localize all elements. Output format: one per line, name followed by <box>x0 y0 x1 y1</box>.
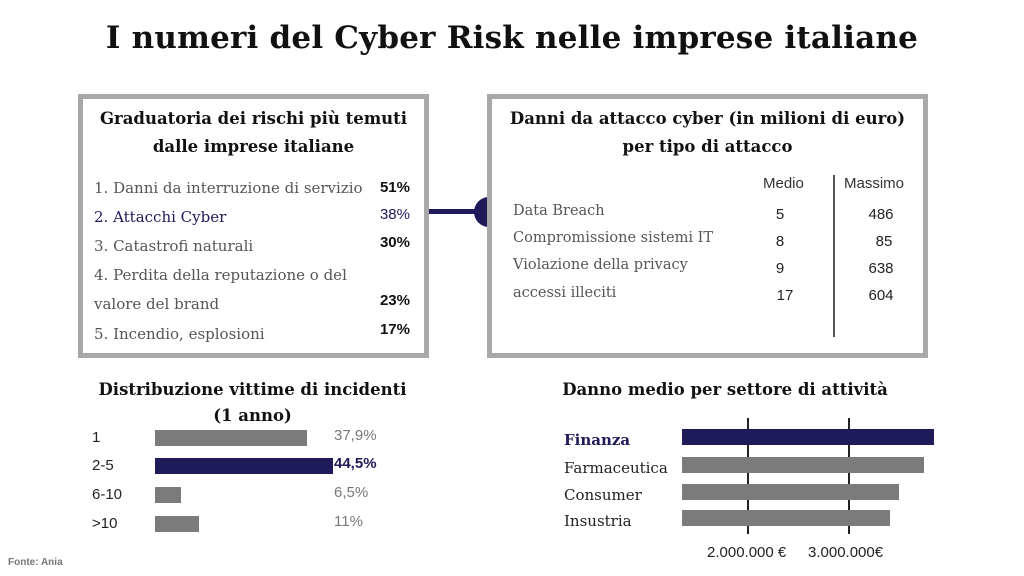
sector-category-label: Farmaceutica <box>564 459 668 477</box>
victims-chart-subtitle: (1 anno) <box>213 406 292 425</box>
damage-row-label: accessi illeciti <box>513 285 617 301</box>
sector-bar <box>682 457 924 473</box>
sector-category-label: Insustria <box>564 512 632 530</box>
ranking-pct-5: 17% <box>379 321 410 338</box>
sector-chart-title: Danno medio per settore di attività <box>562 380 888 399</box>
damage-row-label: Compromissione sistemi IT <box>513 230 714 246</box>
col-medio-header: Medio <box>763 175 804 192</box>
ranking-title-line1: Graduatoria dei rischi più temuti <box>99 109 408 128</box>
ranking-pct-1: 51% <box>379 179 410 196</box>
victims-category-label: 2-5 <box>92 457 114 474</box>
damage-row-massimo: 604 <box>868 287 894 304</box>
sector-category-label: Finanza <box>564 431 631 449</box>
ranking-pct-2: 38% <box>379 206 410 223</box>
ranking-pct-3: 30% <box>379 234 410 251</box>
damage-row-medio: 8 <box>775 233 785 250</box>
victims-category-label: >10 <box>92 515 118 532</box>
victims-value-label: 6,5% <box>334 484 369 501</box>
ranking-item-4: 4. Perdita della reputazione o del <box>94 266 347 284</box>
damage-row-medio: 17 <box>776 287 794 304</box>
damage-row-massimo: 85 <box>875 233 893 250</box>
sector-tick-label: 2.000.000 € <box>707 544 787 561</box>
ranking-item-4-line2: valore del brand <box>94 295 220 313</box>
damage-row-label: Violazione della privacy <box>513 257 688 273</box>
victims-value-label: 44,5% <box>334 455 377 472</box>
ranking-item-5: 5. Incendio, esplosioni <box>94 325 265 343</box>
victims-bar <box>155 516 200 532</box>
sector-tick-label: 3.000.000€ <box>808 544 884 561</box>
page-title: I numeri del Cyber Risk nelle imprese it… <box>105 20 919 56</box>
victims-category-label: 6-10 <box>92 486 123 503</box>
victims-bar <box>155 430 307 446</box>
ranking-title-line2: dalle imprese italiane <box>152 137 355 156</box>
ranking-item-2: 2. Attacchi Cyber <box>94 208 227 226</box>
sector-bar <box>682 510 891 526</box>
risk-ranking-panel: Graduatoria dei rischi più temuti dalle … <box>78 94 429 358</box>
damage-row-medio: 9 <box>775 260 785 277</box>
damages-title-line2: per tipo di attacco <box>622 137 793 156</box>
victims-bar <box>155 487 182 503</box>
victims-category-label: 1 <box>92 429 101 446</box>
source-note: Fonte: Ania <box>8 557 63 568</box>
sector-gridline <box>747 418 749 534</box>
victims-chart-title: Distribuzione vittime di incidenti <box>98 380 407 399</box>
damage-row-label: Data Breach <box>513 203 605 219</box>
victims-value-label: 37,9% <box>334 427 377 444</box>
damage-row-massimo: 638 <box>868 260 894 277</box>
damage-row-medio: 5 <box>775 206 785 223</box>
damage-row-massimo: 486 <box>868 206 894 223</box>
ranking-item-3: 3. Catastrofi naturali <box>94 237 254 255</box>
ranking-item-1: 1. Danni da interruzione di servizio <box>94 179 363 197</box>
victims-bar <box>155 458 334 474</box>
sector-gridline <box>848 418 850 534</box>
ranking-pct-4: 23% <box>379 292 410 309</box>
table-column-divider <box>833 175 835 337</box>
connector-line <box>429 209 489 214</box>
sector-category-label: Consumer <box>564 486 642 504</box>
sector-bar <box>682 429 934 445</box>
col-massimo-header: Massimo <box>844 175 905 192</box>
damages-title-line1: Danni da attacco cyber (in milioni di eu… <box>509 109 906 128</box>
victims-value-label: 11% <box>334 513 363 530</box>
sector-bar <box>682 484 899 500</box>
damages-panel: Danni da attacco cyber (in milioni di eu… <box>487 94 928 358</box>
